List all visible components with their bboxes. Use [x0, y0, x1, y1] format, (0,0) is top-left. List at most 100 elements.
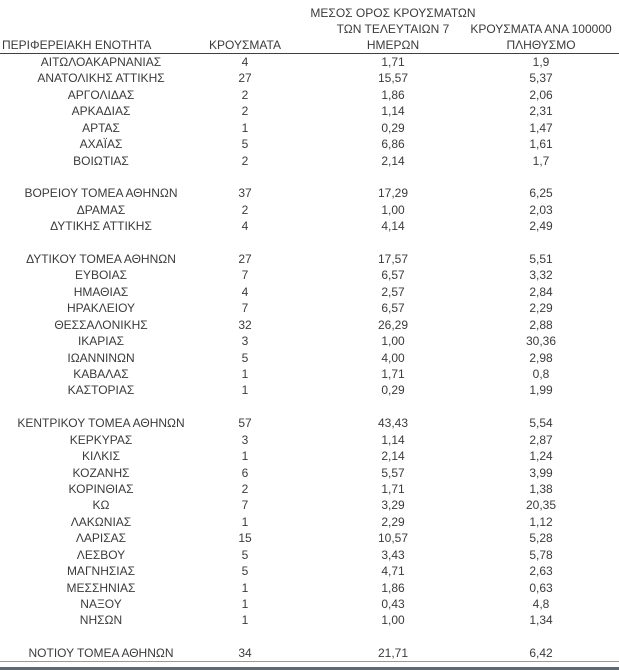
table-row: ΔΡΑΜΑΣ 2 1,00 2,03: [0, 202, 619, 218]
per100k-value: 5,54: [529, 416, 553, 431]
per100k-value: 0,8: [532, 367, 550, 382]
cases-value: 1: [241, 580, 249, 595]
per100k-value: 1,61: [529, 137, 553, 152]
table-row: ΑΙΤΩΛΟΑΚΑΡΝΑΝΙΑΣ 4 1,71 1,9: [0, 54, 619, 70]
per100k-value: 30,36: [525, 334, 557, 349]
per100k-value: 1,34: [529, 613, 553, 628]
per100k-value: 1,7: [532, 153, 550, 168]
region-name: ΚΟΖΑΝΗΣ: [72, 465, 130, 480]
cases-value: 1: [241, 383, 249, 398]
region-name: ΒΟΡΕΙΟΥ ΤΟΜΕΑ ΑΘΗΝΩΝ: [24, 186, 178, 201]
per100k-value: 0,63: [529, 580, 553, 595]
table-row: ΛΕΣΒΟΥ 5 3,43 5,78: [0, 547, 619, 563]
region-name: ΚΑΣΤΟΡΙΑΣ: [67, 383, 135, 398]
avg7-value: 17,57: [377, 252, 409, 267]
table-row: ΕΥΒΟΙΑΣ 7 6,57 3,32: [0, 267, 619, 283]
table-row: ΑΝΑΤΟΛΙΚΗΣ ΑΤΤΙΚΗΣ 27 15,57 5,37: [0, 70, 619, 86]
avg7-value: 2,57: [381, 284, 405, 299]
region-name: ΜΑΓΝΗΣΙΑΣ: [66, 564, 136, 579]
avg7-value: 1,86: [381, 87, 405, 102]
region-name: ΚΕΝΤΡΙΚΟΥ ΤΟΜΕΑ ΑΘΗΝΩΝ: [17, 416, 185, 431]
per100k-value: 2,29: [529, 301, 553, 316]
avg7-value: 43,43: [377, 416, 409, 431]
per100k-value: 3,99: [529, 465, 553, 480]
table-row: ΝΟΤΙΟΥ ΤΟΜΕΑ ΑΘΗΝΩΝ 34 21,71 6,42: [0, 645, 619, 662]
per100k-value: 2,63: [529, 564, 553, 579]
cases-value: 1: [241, 596, 249, 611]
cases-value: 27: [238, 71, 252, 86]
avg7-value: 0,29: [381, 383, 405, 398]
table-row: ΛΑΚΩΝΙΑΣ 1 2,29 1,12: [0, 514, 619, 530]
cases-value: 3: [241, 432, 249, 447]
per100k-value: 2,98: [529, 350, 553, 365]
region-name: ΒΟΙΩΤΙΑΣ: [73, 153, 129, 168]
region-name: ΜΕΣΣΗΝΙΑΣ: [66, 580, 136, 595]
avg7-value: 4,00: [381, 350, 405, 365]
per100k-value: 1,99: [529, 383, 553, 398]
cases-value: 1: [241, 613, 249, 628]
per100k-value: 2,88: [529, 317, 553, 332]
cases-value: 1: [241, 367, 249, 382]
cases-value: 5: [241, 137, 249, 152]
cases-value: 1: [241, 514, 249, 529]
blank-separator-row: [0, 399, 619, 415]
table-row: ΚΟΖΑΝΗΣ 6 5,57 3,99: [0, 465, 619, 481]
region-name: ΛΑΚΩΝΙΑΣ: [70, 514, 132, 529]
cases-value: 4: [241, 219, 249, 234]
table-row: ΒΟΙΩΤΙΑΣ 2 2,14 1,7: [0, 153, 619, 169]
per100k-value: 1,9: [532, 55, 550, 69]
per100k-value: 5,78: [529, 547, 553, 562]
cases-value: 2: [241, 87, 249, 102]
per100k-value: 2,31: [529, 104, 553, 119]
avg7-value: 3,29: [381, 498, 405, 513]
cases-value: 2: [241, 202, 249, 217]
avg7-value: 10,57: [377, 531, 409, 546]
per100k-value: 3,32: [529, 268, 553, 283]
region-name: ΑΙΤΩΛΟΑΚΑΡΝΑΝΙΑΣ: [40, 55, 162, 69]
table-row: ΚΟΡΙΝΘΙΑΣ 2 1,71 1,38: [0, 481, 619, 497]
cases-value: 7: [241, 498, 249, 513]
table-row: ΙΚΑΡΙΑΣ 3 1,00 30,36: [0, 333, 619, 349]
per100k-value: 1,24: [529, 449, 553, 464]
region-name: ΕΥΒΟΙΑΣ: [74, 268, 128, 283]
table-row: ΝΗΣΩΝ 1 1,00 1,34: [0, 612, 619, 628]
per100k-value: 5,28: [529, 531, 553, 546]
cases-value: 15: [238, 531, 252, 546]
per100k-value: 5,51: [529, 252, 553, 267]
table-row: ΜΕΣΣΗΝΙΑΣ 1 1,86 0,63: [0, 580, 619, 596]
avg7-value: 1,00: [381, 613, 405, 628]
region-name: ΛΕΣΒΟΥ: [76, 547, 126, 562]
avg7-value: 1,14: [381, 432, 405, 447]
region-name: ΚΩ: [92, 498, 110, 513]
cases-value: 5: [241, 564, 249, 579]
table-row: ΚΩ 7 3,29 20,35: [0, 497, 619, 513]
header-cases: ΚΡΟΥΣΜΑΤΑ: [209, 38, 281, 52]
avg7-value: 6,57: [381, 268, 405, 283]
region-name: ΙΩΑΝΝΙΝΩΝ: [67, 350, 135, 365]
table-row: ΝΑΞΟΥ 1 0,43 4,8: [0, 596, 619, 612]
avg7-value: 26,29: [377, 317, 409, 332]
table-row: ΚΙΛΚΙΣ 1 2,14 1,24: [0, 448, 619, 464]
per100k-value: 2,03: [529, 202, 553, 217]
table-row: ΑΧΑΪΑΣ 5 6,86 1,61: [0, 136, 619, 152]
blank-separator-row: [0, 235, 619, 251]
header-line: ΠΛΗΘΥΣΜΟ: [506, 38, 576, 52]
table-row: ΑΡΚΑΔΙΑΣ 2 1,14 2,31: [0, 103, 619, 119]
table-row: ΗΜΑΘΙΑΣ 4 2,57 2,84: [0, 284, 619, 300]
region-name: ΚΕΡΚΥΡΑΣ: [69, 432, 133, 447]
cases-value: 5: [241, 350, 249, 365]
region-name: ΗΜΑΘΙΑΣ: [73, 284, 129, 299]
avg7-value: 15,57: [377, 71, 409, 86]
per100k-value: 2,87: [529, 432, 553, 447]
avg7-value: 1,00: [381, 202, 405, 217]
header-line: ΤΩΝ ΤΕΛΕΥΤΑΙΩΝ 7: [336, 22, 450, 36]
cases-value: 7: [241, 268, 249, 283]
region-name: ΑΝΑΤΟΛΙΚΗΣ ΑΤΤΙΚΗΣ: [37, 71, 165, 86]
region-name: ΘΕΣΣΑΛΟΝΙΚΗΣ: [54, 317, 148, 332]
cases-value: 1: [241, 120, 249, 135]
cases-value: 2: [241, 104, 249, 119]
table-row: ΒΟΡΕΙΟΥ ΤΟΜΕΑ ΑΘΗΝΩΝ 37 17,29 6,25: [0, 185, 619, 201]
region-name: ΝΑΞΟΥ: [80, 596, 122, 611]
avg7-value: 1,86: [381, 580, 405, 595]
